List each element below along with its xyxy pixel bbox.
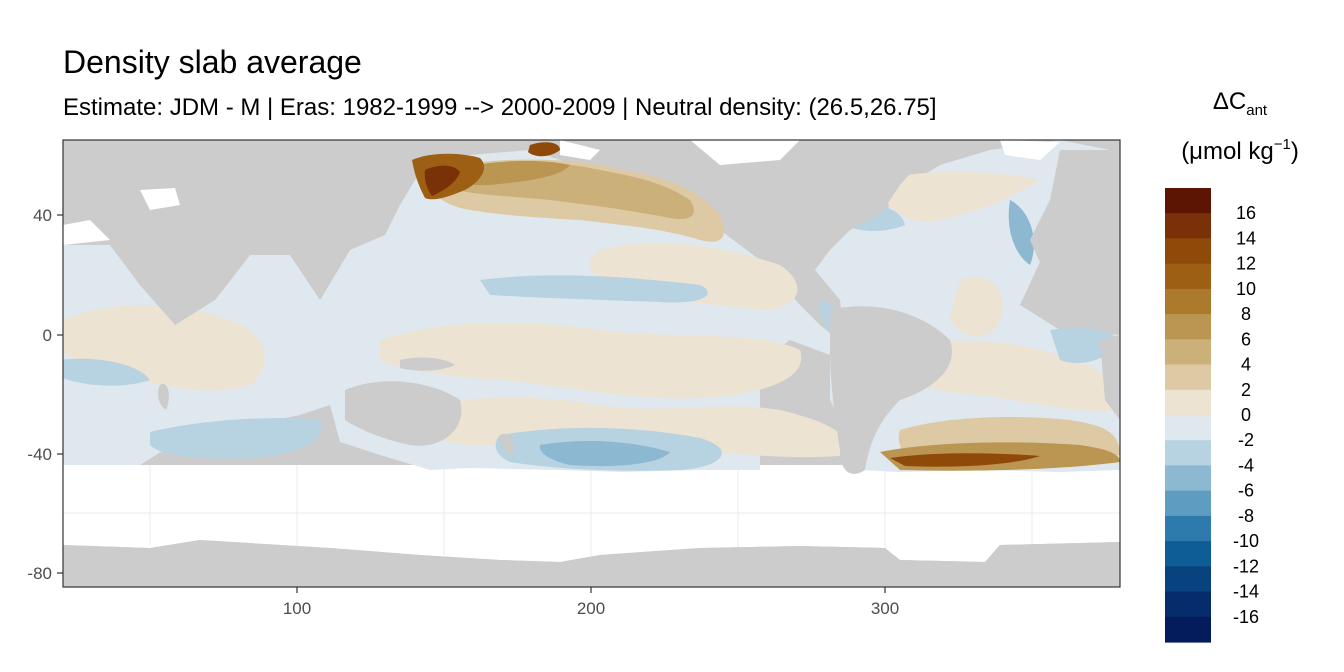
legend-break-label: -2 (1238, 430, 1254, 450)
legend-title: ΔCant (1150, 88, 1330, 119)
y-tick-label: 40 (33, 206, 52, 225)
legend-color-step (1165, 616, 1211, 643)
cool-patch (63, 358, 150, 386)
legend-color-step (1165, 389, 1211, 416)
warm-patch (380, 322, 802, 399)
cool-patch (539, 440, 670, 467)
legend-color-step (1165, 238, 1211, 265)
x-tick-label: 100 (283, 599, 311, 618)
x-tick: 100 (283, 587, 311, 618)
y-tick: -80 (27, 564, 63, 583)
legend-unit-close: ) (1290, 138, 1299, 165)
y-tick: 0 (43, 326, 63, 345)
legend-color-step (1165, 213, 1211, 240)
map-features (63, 140, 1120, 587)
legend-unit-open: (μmol kg (1181, 138, 1274, 165)
cool-patch (480, 275, 708, 303)
legend-break-label: -12 (1233, 556, 1259, 576)
y-tick-label: -80 (27, 564, 52, 583)
x-axis: 100 200 300 (283, 587, 899, 618)
legend-break-label: -10 (1233, 531, 1259, 551)
legend-break-label: 16 (1236, 203, 1256, 223)
legend-break-label: 6 (1241, 329, 1251, 349)
warm-patch (880, 171, 1040, 222)
legend-break-label: 4 (1241, 355, 1251, 375)
legend-color-step (1165, 465, 1211, 492)
warm-patch (950, 277, 1003, 337)
legend-unit-superscript: −1 (1273, 136, 1291, 153)
legend-break-label: -16 (1233, 607, 1259, 627)
legend-color-step (1165, 566, 1211, 593)
legend-break-label: 8 (1241, 304, 1251, 324)
legend-color-step (1165, 440, 1211, 467)
legend-color-step (1165, 364, 1211, 391)
legend-color-step (1165, 415, 1211, 441)
legend-title-subscript: ant (1246, 102, 1268, 119)
legend-color-step (1165, 515, 1211, 542)
x-tick-label: 200 (577, 599, 605, 618)
hotspot-aleutian (528, 142, 560, 157)
legend-color-step (1165, 314, 1211, 340)
legend-unit: (μmol kg−1) (1150, 136, 1330, 166)
plot-subtitle: Estimate: JDM - M | Eras: 1982-1999 --> … (63, 94, 937, 121)
legend-color-step (1165, 188, 1211, 214)
legend-break-label: -4 (1238, 455, 1254, 475)
land-masses (63, 140, 1120, 587)
y-tick-label: 0 (43, 326, 52, 345)
gridlines (63, 465, 1120, 556)
legend-color-step (1165, 591, 1211, 618)
legend-break-label: 12 (1236, 254, 1256, 274)
legend-break-label: 0 (1241, 405, 1251, 425)
legend-color-step (1165, 288, 1211, 315)
legend-colorbar (1165, 188, 1211, 643)
cool-patch (1008, 200, 1034, 265)
hotspot-south-atlantic (890, 453, 1040, 467)
y-tick-label: -40 (27, 445, 52, 464)
x-tick: 200 (577, 587, 605, 618)
legend-break-label: -14 (1233, 582, 1259, 602)
legend-color-step (1165, 490, 1211, 517)
plot-title: Density slab average (63, 44, 362, 80)
y-tick: 40 (33, 206, 63, 225)
legend-break-label: 10 (1236, 279, 1256, 299)
x-tick-label: 300 (871, 599, 899, 618)
y-tick: -40 (27, 445, 63, 464)
legend-color-step (1165, 339, 1211, 366)
no-data-coasts (63, 140, 1060, 245)
legend-color-step (1165, 263, 1211, 290)
hotspot-kuroshio (424, 165, 460, 196)
legend-break-label: -8 (1238, 506, 1254, 526)
legend-break-label: 14 (1236, 228, 1256, 248)
legend-labels: 16 14 12 10 8 6 4 2 0 -2 -4 -6 -8 -10 -12 -14 -16 (1233, 203, 1259, 627)
legend-break-label: -6 (1238, 481, 1254, 501)
cool-patch (150, 418, 322, 459)
x-tick: 300 (871, 587, 899, 618)
y-axis: 40 0 -40 -80 (27, 206, 63, 583)
legend-break-label: 2 (1241, 380, 1251, 400)
legend-color-step (1165, 541, 1211, 567)
legend-title-prefix: ΔC (1212, 88, 1247, 115)
